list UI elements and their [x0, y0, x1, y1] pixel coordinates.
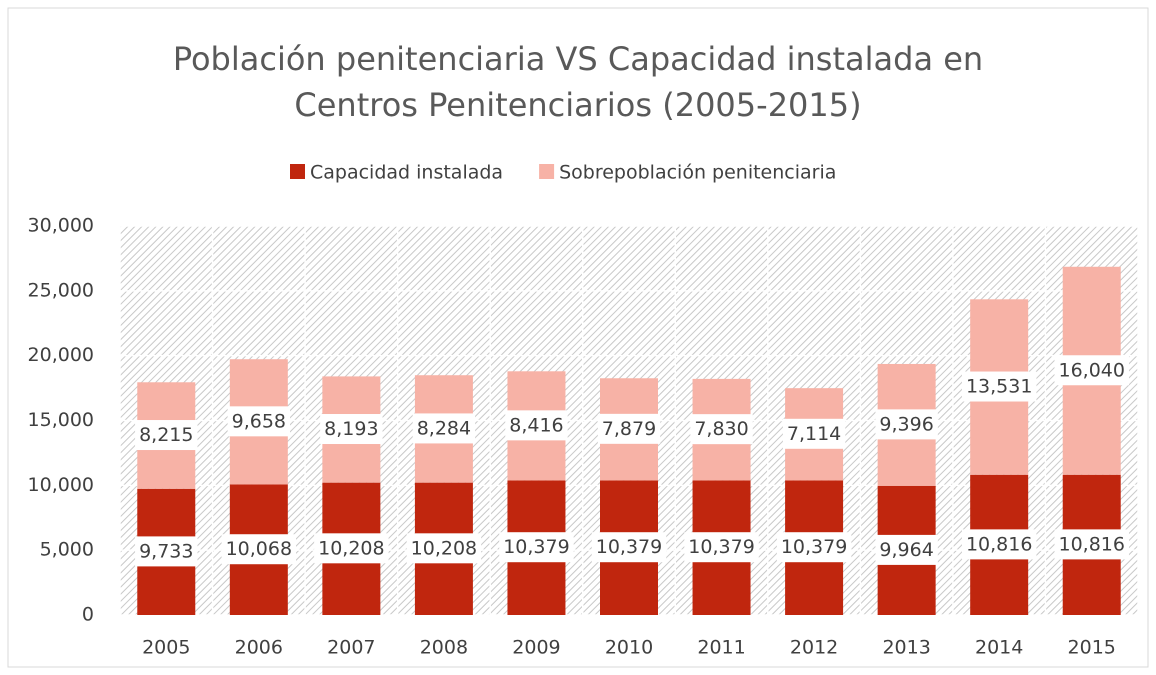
legend-swatch: [539, 164, 555, 179]
data-label: 10,379: [688, 536, 754, 558]
data-label-box: [776, 532, 852, 563]
data-label: 8,193: [324, 418, 378, 440]
x-tick-label: 2009: [512, 637, 560, 659]
data-label: 10,208: [318, 537, 384, 559]
y-tick-label: 15,000: [28, 409, 94, 431]
chart-title: Población penitenciaria VS Capacidad ins…: [172, 40, 984, 124]
x-tick-label: 2005: [142, 637, 190, 659]
data-label-box: [684, 532, 759, 563]
data-label: 10,816: [966, 533, 1032, 555]
data-label-box: [591, 532, 667, 563]
x-tick-label: 2007: [327, 637, 375, 659]
data-label: 10,379: [781, 536, 847, 558]
data-label: 9,658: [232, 410, 286, 432]
data-label-box: [690, 414, 753, 445]
data-label: 8,215: [139, 424, 193, 446]
data-label: 7,879: [602, 418, 656, 440]
data-label: 9,964: [879, 539, 933, 561]
data-label: 9,733: [139, 540, 193, 562]
y-tick-label: 20,000: [28, 344, 94, 366]
data-label-box: [499, 532, 574, 563]
data-label: 7,830: [694, 418, 748, 440]
y-tick-label: 25,000: [28, 279, 94, 301]
x-tick-label: 2006: [235, 637, 283, 659]
y-tick-label: 30,000: [28, 215, 94, 237]
data-label: 7,114: [787, 423, 841, 445]
data-label: 10,816: [1058, 533, 1124, 555]
x-tick-label: 2010: [605, 637, 653, 659]
chart-border: [7, 7, 1149, 668]
data-label-box: [412, 413, 476, 444]
x-tick-label: 2008: [420, 637, 468, 659]
data-label-box: [314, 533, 389, 564]
data-label: 10,068: [226, 538, 292, 560]
data-label-box: [505, 410, 568, 441]
data-label: 8,416: [509, 414, 563, 436]
data-label-box: [227, 406, 291, 437]
data-label-box: [597, 413, 661, 444]
data-label-box: [875, 409, 938, 440]
x-tick-label: 2011: [697, 637, 745, 659]
data-label-box: [406, 533, 482, 564]
data-label-box: [135, 536, 198, 567]
legend-swatch: [290, 164, 305, 179]
x-tick-label: 2015: [1068, 637, 1116, 659]
legend-label: Capacidad instalada: [310, 162, 503, 184]
y-tick-label: 10,000: [28, 474, 94, 496]
data-label: 13,531: [966, 376, 1032, 398]
data-label-box: [961, 371, 1037, 402]
data-label-box: [1054, 529, 1129, 560]
data-label: 16,040: [1058, 359, 1124, 381]
data-label-box: [1054, 355, 1129, 386]
x-tick-label: 2012: [790, 637, 838, 659]
y-tick-label: 0: [82, 604, 94, 626]
x-tick-label: 2014: [975, 637, 1023, 659]
data-label-box: [782, 418, 846, 449]
data-label: 9,396: [879, 413, 933, 435]
legend-label: Sobrepoblación penitenciaria: [559, 162, 836, 184]
y-tick-label: 5,000: [40, 539, 94, 561]
data-label: 10,379: [596, 536, 662, 558]
data-label-box: [221, 534, 297, 565]
x-tick-label: 2013: [882, 637, 930, 659]
data-label-box: [961, 529, 1037, 560]
data-label-box: [135, 420, 198, 451]
data-label-box: [320, 414, 383, 445]
data-label-box: [875, 534, 938, 565]
data-label: 10,208: [411, 537, 477, 559]
data-label: 8,284: [417, 417, 471, 439]
data-label: 10,379: [503, 536, 569, 558]
